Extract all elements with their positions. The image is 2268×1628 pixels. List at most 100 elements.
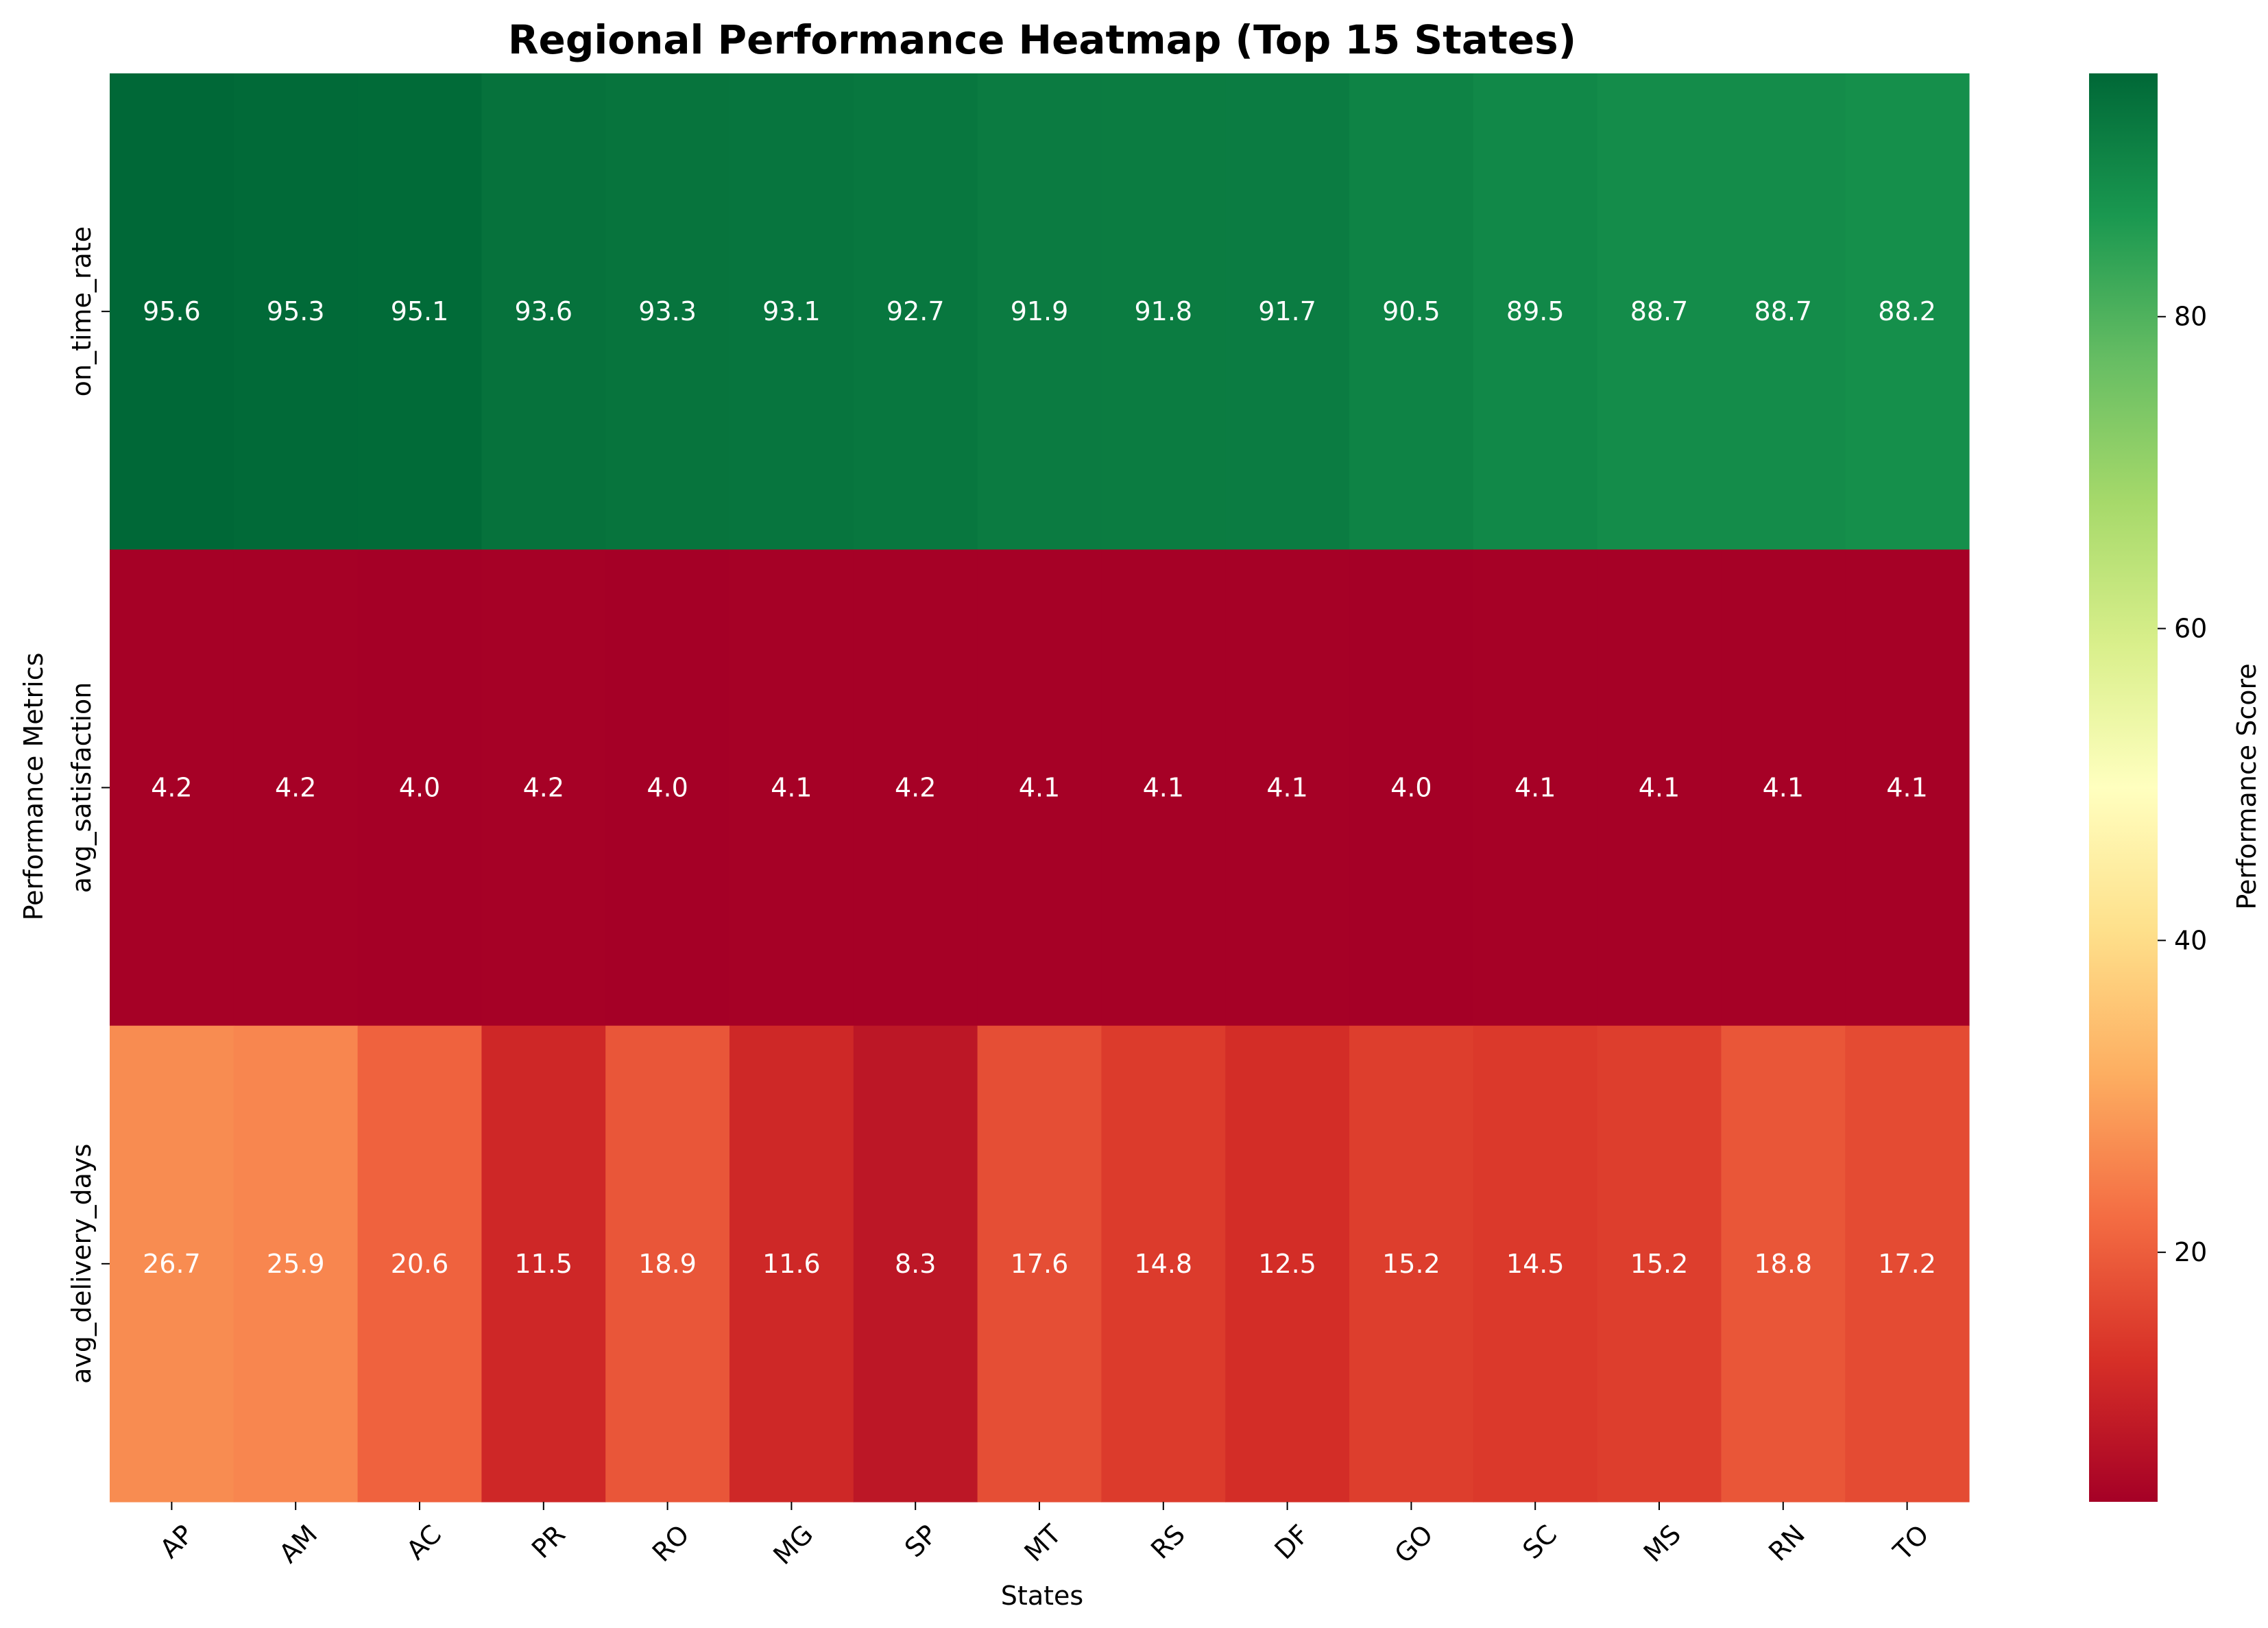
heatmap-cell-avg_delivery_days-RO — [605, 1025, 730, 1503]
heatmap-cell-avg_satisfaction-MT — [977, 549, 1102, 1027]
cell-value-avg_delivery_days-AP: 26.7 — [143, 1249, 201, 1279]
cell-value-avg_satisfaction-TO: 4.1 — [1886, 773, 1927, 803]
x-tick-label-RO: RO — [647, 1519, 695, 1568]
cell-value-avg_delivery_days-AC: 20.6 — [391, 1249, 449, 1279]
x-tick-label-AP: AP — [154, 1519, 200, 1564]
cell-value-avg_delivery_days-MT: 17.6 — [1011, 1249, 1069, 1279]
cell-value-avg_delivery_days-RO: 18.9 — [638, 1249, 697, 1279]
heatmap-cell-on_time_rate-AC — [357, 73, 482, 550]
cell-value-on_time_rate-RN: 88.7 — [1754, 296, 1812, 326]
heatmap-cell-on_time_rate-RS — [1101, 73, 1226, 550]
cell-value-avg_satisfaction-PR: 4.2 — [523, 773, 564, 803]
cell-value-on_time_rate-PR: 93.6 — [514, 296, 572, 326]
heatmap-cell-on_time_rate-GO — [1349, 73, 1474, 550]
colorbar-tick-label: 80 — [2174, 302, 2207, 332]
heatmap-cell-on_time_rate-MT — [977, 73, 1102, 550]
cell-value-avg_satisfaction-GO: 4.0 — [1390, 773, 1432, 803]
heatmap-cell-avg_delivery_days-RN — [1721, 1025, 1846, 1503]
cell-value-on_time_rate-GO: 90.5 — [1382, 296, 1440, 326]
heatmap-cell-on_time_rate-RO — [605, 73, 730, 550]
x-tick-label-RS: RS — [1145, 1519, 1191, 1565]
x-tick-label-MT: MT — [1018, 1518, 1067, 1567]
x-tick-label-AM: AM — [274, 1519, 324, 1569]
heatmap-cell-avg_satisfaction-GO — [1349, 549, 1474, 1027]
heatmap-cell-avg_satisfaction-MS — [1597, 549, 1722, 1027]
colorbar-tick-label: 60 — [2174, 614, 2207, 644]
heatmap-cell-avg_satisfaction-AC — [357, 549, 482, 1027]
cell-value-avg_delivery_days-PR: 11.5 — [514, 1249, 572, 1279]
cell-value-avg_satisfaction-SC: 4.1 — [1515, 773, 1556, 803]
cell-value-on_time_rate-SC: 89.5 — [1506, 296, 1565, 326]
cell-value-avg_delivery_days-GO: 15.2 — [1382, 1249, 1440, 1279]
heatmap-cell-on_time_rate-SC — [1473, 73, 1598, 550]
heatmap-cell-avg_satisfaction-DF — [1225, 549, 1350, 1027]
x-tick-label-MG: MG — [767, 1519, 819, 1570]
heatmap-cell-avg_delivery_days-SC — [1473, 1025, 1598, 1503]
cell-value-avg_satisfaction-RO: 4.0 — [647, 773, 688, 803]
x-axis-label: States — [1001, 1581, 1083, 1611]
cell-value-avg_satisfaction-SP: 4.2 — [895, 773, 936, 803]
cell-value-avg_delivery_days-RS: 14.8 — [1134, 1249, 1192, 1279]
heatmap-cell-avg_delivery_days-SP — [853, 1025, 978, 1503]
cell-value-on_time_rate-SP: 92.7 — [886, 296, 945, 326]
x-tick-label-MS: MS — [1638, 1519, 1687, 1568]
cell-value-avg_satisfaction-AC: 4.0 — [399, 773, 440, 803]
heatmap-cell-avg_satisfaction-MG — [729, 549, 854, 1027]
colorbar-label: Performance Score — [2232, 663, 2262, 909]
heatmap-cell-avg_delivery_days-DF — [1225, 1025, 1350, 1503]
cell-value-avg_delivery_days-TO: 17.2 — [1878, 1249, 1936, 1279]
heatmap-cell-avg_delivery_days-MG — [729, 1025, 854, 1503]
colorbar-tick-label: 40 — [2174, 925, 2207, 955]
heatmap-cell-avg_delivery_days-PR — [481, 1025, 606, 1503]
cell-value-on_time_rate-AP: 95.6 — [143, 296, 201, 326]
x-tick-label-DF: DF — [1268, 1519, 1314, 1565]
colorbar-gradient — [2089, 73, 2158, 1502]
x-tick-label-SC: SC — [1517, 1519, 1563, 1565]
cell-value-avg_satisfaction-MT: 4.1 — [1019, 773, 1060, 803]
heatmap-cell-avg_delivery_days-AM — [233, 1025, 359, 1503]
cell-value-avg_satisfaction-MS: 4.1 — [1639, 773, 1680, 803]
heatmap-cell-avg_delivery_days-AP — [110, 1025, 234, 1503]
heatmap-cell-on_time_rate-RN — [1721, 73, 1846, 550]
heatmap-cell-avg_delivery_days-MT — [977, 1025, 1102, 1503]
cell-value-avg_delivery_days-MS: 15.2 — [1630, 1249, 1689, 1279]
cell-value-avg_satisfaction-AP: 4.2 — [151, 773, 192, 803]
heatmap-cell-avg_delivery_days-GO — [1349, 1025, 1474, 1503]
heatmap-cell-avg_satisfaction-RS — [1101, 549, 1226, 1027]
x-tick-label-SP: SP — [899, 1519, 943, 1563]
cell-value-avg_delivery_days-DF: 12.5 — [1258, 1249, 1316, 1279]
heatmap-cell-avg_satisfaction-TO — [1845, 549, 1970, 1027]
x-tick-label-AC: AC — [400, 1519, 447, 1566]
cell-value-on_time_rate-RO: 93.3 — [638, 296, 697, 326]
cell-value-avg_delivery_days-RN: 18.8 — [1754, 1249, 1812, 1279]
cell-value-avg_satisfaction-AM: 4.2 — [275, 773, 316, 803]
colorbar: 20 40 60 80 Performance Score — [2089, 73, 2262, 1502]
heatmap-cell-avg_satisfaction-AP — [110, 549, 234, 1027]
cell-value-on_time_rate-AC: 95.1 — [391, 296, 449, 326]
heatmap-cell-on_time_rate-MS — [1597, 73, 1722, 550]
y-tick-label-on_time_rate: on_time_rate — [67, 226, 97, 396]
x-tick-label-GO: GO — [1388, 1519, 1438, 1569]
x-tick-label-TO: TO — [1887, 1519, 1934, 1566]
cell-value-avg_satisfaction-DF: 4.1 — [1266, 773, 1307, 803]
heatmap-cell-on_time_rate-TO — [1845, 73, 1970, 550]
y-tick-label-avg_delivery_days: avg_delivery_days — [67, 1144, 97, 1384]
x-axis-ticks: AP AM AC PR RO MG SP MT RS DF GO SC MS RN TO — [154, 1502, 1935, 1570]
x-tick-label-RN: RN — [1763, 1519, 1811, 1567]
chart-title: Regional Performance Heatmap (Top 15 Sta… — [508, 16, 1576, 63]
heatmap-cell-on_time_rate-DF — [1225, 73, 1350, 550]
heatmap-cell-avg_satisfaction-AM — [233, 549, 359, 1027]
cell-value-on_time_rate-RS: 91.8 — [1134, 296, 1192, 326]
y-axis-label: Performance Metrics — [19, 653, 49, 921]
cell-value-on_time_rate-MG: 93.1 — [762, 296, 821, 326]
cell-value-avg_delivery_days-AM: 25.9 — [267, 1249, 325, 1279]
cell-annotations: 95.6 95.3 95.1 93.6 93.3 93.1 92.7 91.9 91.8 91.7… — [143, 296, 1936, 1279]
heatmap-cell-avg_delivery_days-MS — [1597, 1025, 1722, 1503]
cell-value-avg_delivery_days-SC: 14.5 — [1506, 1249, 1565, 1279]
cell-value-on_time_rate-AM: 95.3 — [267, 296, 325, 326]
cell-value-avg_satisfaction-RN: 4.1 — [1763, 773, 1804, 803]
cell-value-on_time_rate-MT: 91.9 — [1011, 296, 1069, 326]
heatmap-cell-avg_delivery_days-TO — [1845, 1025, 1970, 1503]
colorbar-ticks: 20 40 60 80 — [2158, 302, 2207, 1267]
